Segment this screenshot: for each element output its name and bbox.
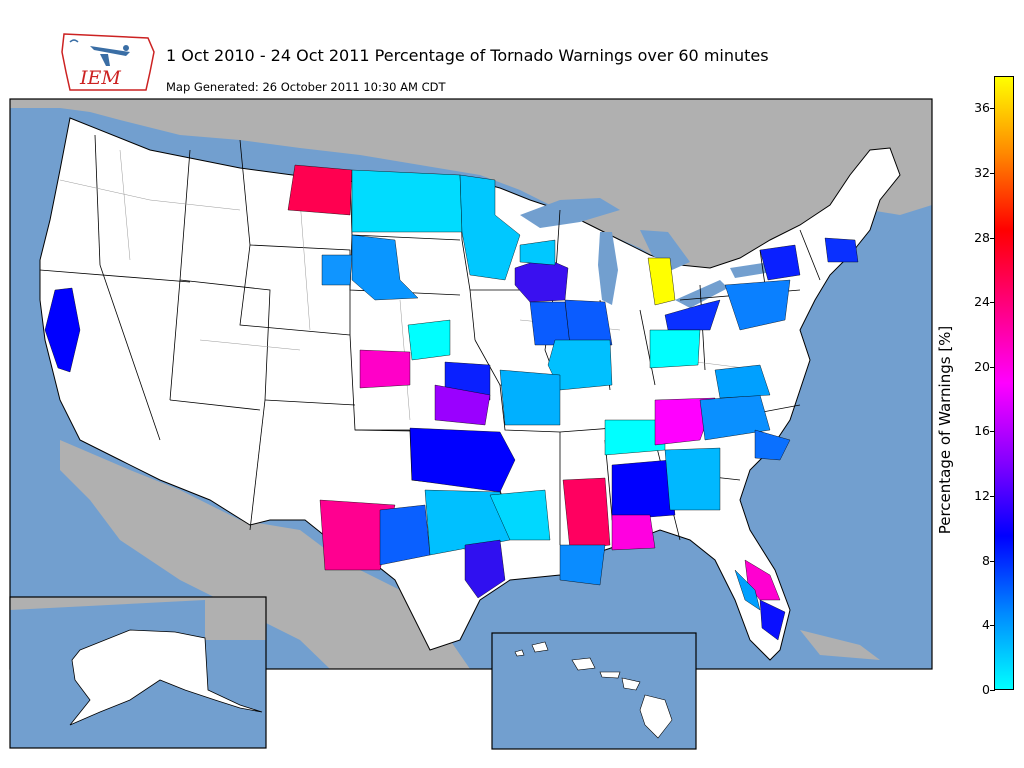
- region-pa: [724, 279, 791, 331]
- cuba-land: [800, 630, 880, 660]
- warning-regions: [44, 164, 859, 641]
- colorbar-tick-mark: [990, 496, 995, 498]
- region-al-s: [611, 514, 656, 551]
- colorbar-tick-label: 4: [982, 617, 990, 633]
- region-ga: [664, 447, 721, 511]
- colorbar-tick-label: 36: [974, 100, 990, 116]
- mexico-land: [60, 440, 470, 669]
- lake-superior: [520, 198, 620, 228]
- colorbar-tick-label: 24: [974, 294, 990, 310]
- colorbar-tick-mark: [990, 237, 995, 239]
- colorbar-tick-label: 16: [974, 423, 990, 439]
- main-map-frame: [9, 98, 933, 670]
- lake-michigan: [598, 232, 618, 305]
- region-fl-tip: [759, 599, 786, 641]
- colorbar-label: Percentage of Warnings [%]: [936, 325, 954, 535]
- region-ks-se: [434, 384, 491, 426]
- colorbar-tick-label: 32: [974, 164, 990, 180]
- region-nc-e: [754, 429, 791, 461]
- map-subtitle: Map Generated: 26 October 2011 10:30 AM …: [166, 80, 446, 94]
- region-tx-c: [379, 504, 431, 566]
- region-ny-c: [759, 244, 801, 281]
- iem-logo: IEM: [61, 33, 155, 91]
- colorbar-tick-mark: [990, 560, 995, 562]
- colorbar: [994, 76, 1014, 690]
- region-nd: [351, 169, 463, 233]
- colorbar-tick-mark: [990, 625, 995, 627]
- colorbar-tick-label: 20: [974, 358, 990, 374]
- lake-ontario: [730, 262, 772, 278]
- region-wi-top: [519, 239, 556, 266]
- colorbar-tick-label: 12: [974, 488, 990, 504]
- colorbar-tick-mark: [990, 431, 995, 433]
- colorbar-tick-mark: [990, 690, 995, 691]
- colorbar-tick-mark: [990, 108, 995, 110]
- lake-erie: [675, 280, 728, 308]
- lake-huron: [640, 230, 690, 270]
- region-oh: [664, 299, 721, 331]
- region-oh-s: [649, 329, 701, 369]
- region-la-ar: [489, 489, 551, 541]
- canada-land: [10, 99, 932, 280]
- colorbar-tick-label: 0: [982, 682, 990, 697]
- region-central-ca: [44, 287, 81, 373]
- colorbar-tick-mark: [990, 172, 995, 174]
- region-tx-w: [319, 499, 396, 571]
- region-mn-nw: [459, 174, 521, 281]
- region-ne-e: [407, 319, 451, 361]
- colorbar-tick-label: 28: [974, 229, 990, 245]
- region-sd-e: [351, 234, 419, 301]
- alaska-land: [69, 629, 263, 726]
- region-mo: [499, 369, 561, 426]
- region-tx-se: [464, 539, 506, 599]
- region-ia: [529, 301, 571, 346]
- region-ks-w: [359, 349, 411, 389]
- region-tn-e: [654, 397, 716, 446]
- map-title: 1 Oct 2010 - 24 Oct 2011 Percentage of T…: [166, 46, 769, 65]
- region-fl-s: [734, 569, 761, 611]
- colorbar-tick-label: 8: [982, 552, 990, 568]
- region-ok: [409, 427, 516, 493]
- alaska-inset: [9, 596, 267, 749]
- region-il-c: [547, 339, 613, 391]
- hawaii-inset: [491, 632, 697, 750]
- region-ms: [562, 477, 611, 551]
- region-al: [611, 459, 676, 521]
- region-mi: [647, 257, 676, 306]
- region-la-s: [559, 544, 606, 586]
- region-mt-ne: [287, 164, 353, 216]
- colorbar-tick-mark: [990, 366, 995, 368]
- region-il-n: [564, 299, 613, 346]
- region-ne-ma: [824, 237, 859, 263]
- region-va: [714, 364, 771, 399]
- region-sd-w: [321, 254, 353, 286]
- logo-text: IEM: [79, 67, 121, 89]
- colorbar-tick-mark: [990, 302, 995, 304]
